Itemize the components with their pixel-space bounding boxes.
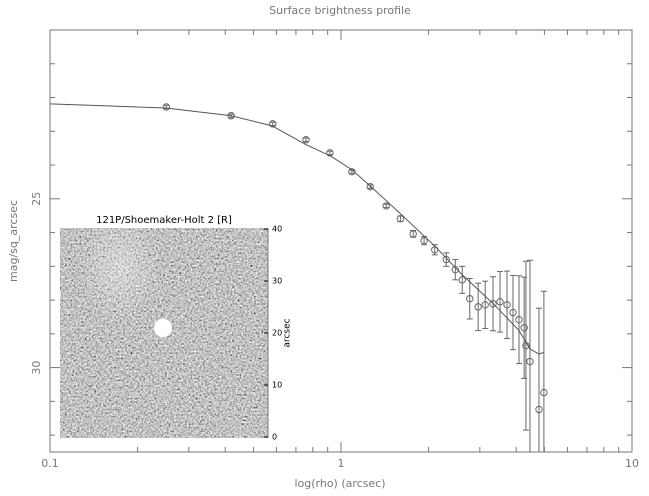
- data-point: [503, 301, 511, 309]
- x-axis-label: log(rho) (arcsec): [294, 477, 385, 490]
- data-point: [520, 324, 528, 332]
- data-point: [269, 120, 277, 128]
- data-point: [509, 308, 517, 317]
- data-point: [466, 295, 474, 303]
- data-point: [535, 405, 543, 414]
- comet-tail: [80, 213, 160, 323]
- plot-data: [50, 103, 548, 452]
- data-point: [526, 357, 534, 366]
- data-point: [451, 265, 459, 274]
- model-line: [50, 103, 545, 355]
- data-point: [382, 202, 390, 210]
- chart-title: Surface brightness profile: [269, 4, 411, 17]
- data-point: [396, 215, 405, 223]
- inset-y-label: arcsec: [283, 318, 293, 347]
- x-tick-label: 0.1: [41, 457, 59, 470]
- data-point: [420, 236, 428, 245]
- x-tick-label: 1: [338, 457, 345, 470]
- inset-y-tick-label: 10: [272, 381, 282, 390]
- data-point: [302, 136, 310, 144]
- inset-y-tick-label: 30: [272, 277, 282, 286]
- y-axis-label: mag/sq_arcsec: [7, 200, 20, 282]
- data-point: [162, 103, 171, 111]
- x-tick-label: 10: [625, 457, 639, 470]
- comet-nucleus: [154, 319, 172, 337]
- data-point: [366, 182, 374, 191]
- data-point: [540, 388, 548, 397]
- data-point: [348, 168, 356, 176]
- inset-y-tick-label: 40: [272, 225, 282, 234]
- inset-y-tick-label: 20: [272, 329, 282, 338]
- data-point: [481, 301, 489, 309]
- y-tick-label: 25: [30, 192, 43, 206]
- inset-title: 121P/Shoemaker-Holt 2 [R]: [96, 215, 232, 226]
- data-point: [489, 300, 497, 308]
- data-point: [474, 303, 482, 311]
- data-point: [409, 230, 417, 238]
- data-point: [515, 315, 523, 324]
- inset-y-tick-label: 0: [272, 433, 277, 442]
- data-point: [442, 255, 450, 264]
- data-point: [458, 276, 466, 284]
- y-tick-label: 30: [30, 361, 43, 375]
- data-point: [496, 298, 504, 306]
- inset-image: 121P/Shoemaker-Holt 2 [R] arcsec 0 10 20 30…: [60, 213, 293, 442]
